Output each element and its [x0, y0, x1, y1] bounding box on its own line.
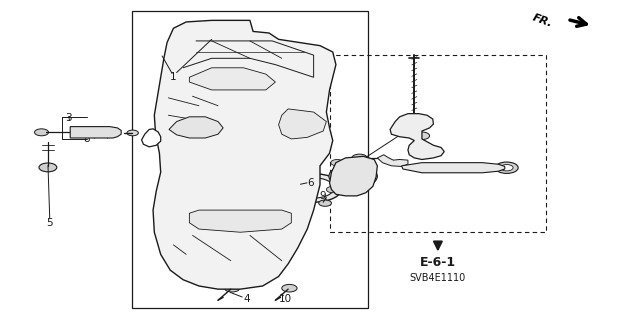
Circle shape	[189, 172, 291, 223]
Bar	[330, 55, 546, 232]
Circle shape	[212, 74, 275, 106]
Circle shape	[232, 84, 255, 96]
Circle shape	[166, 248, 181, 255]
Circle shape	[285, 174, 342, 202]
Polygon shape	[141, 129, 161, 147]
Circle shape	[35, 129, 49, 136]
Polygon shape	[153, 20, 336, 289]
Text: 8: 8	[83, 134, 90, 144]
Circle shape	[39, 163, 57, 172]
Circle shape	[362, 159, 374, 165]
Circle shape	[202, 69, 285, 110]
Circle shape	[159, 181, 175, 189]
Circle shape	[414, 132, 429, 140]
Circle shape	[326, 186, 339, 193]
Text: 9: 9	[320, 191, 326, 201]
Polygon shape	[189, 210, 291, 232]
Text: 6: 6	[307, 178, 314, 188]
Circle shape	[331, 160, 344, 166]
Polygon shape	[70, 127, 121, 138]
Text: 3: 3	[65, 113, 72, 123]
Circle shape	[163, 66, 178, 73]
Polygon shape	[189, 68, 275, 90]
Text: E-6-1: E-6-1	[420, 256, 456, 269]
Circle shape	[500, 165, 513, 171]
Circle shape	[309, 75, 324, 83]
Circle shape	[319, 200, 332, 206]
Polygon shape	[390, 114, 444, 160]
Circle shape	[199, 177, 282, 218]
Circle shape	[293, 178, 334, 198]
Polygon shape	[169, 117, 223, 138]
Circle shape	[339, 169, 367, 183]
Circle shape	[306, 151, 321, 159]
Circle shape	[282, 285, 297, 292]
Circle shape	[225, 285, 240, 292]
Circle shape	[268, 265, 283, 272]
Text: SVB4E1110: SVB4E1110	[410, 273, 466, 283]
Text: 10: 10	[278, 293, 291, 304]
Circle shape	[352, 154, 367, 162]
Circle shape	[180, 120, 212, 136]
Bar	[132, 11, 368, 308]
Circle shape	[424, 147, 442, 156]
Circle shape	[495, 162, 518, 174]
Polygon shape	[330, 156, 378, 196]
Circle shape	[405, 122, 423, 131]
Text: 2: 2	[333, 169, 339, 179]
Text: 4: 4	[243, 293, 250, 304]
Circle shape	[268, 43, 283, 51]
Polygon shape	[378, 155, 408, 167]
Text: 1: 1	[170, 72, 177, 82]
Circle shape	[329, 164, 378, 188]
Text: 7: 7	[154, 136, 161, 145]
Circle shape	[225, 189, 256, 205]
Text: 5: 5	[46, 218, 52, 228]
Circle shape	[164, 151, 179, 159]
Text: FR.: FR.	[532, 12, 554, 29]
Polygon shape	[278, 109, 326, 139]
Polygon shape	[401, 163, 505, 173]
Circle shape	[127, 130, 138, 136]
